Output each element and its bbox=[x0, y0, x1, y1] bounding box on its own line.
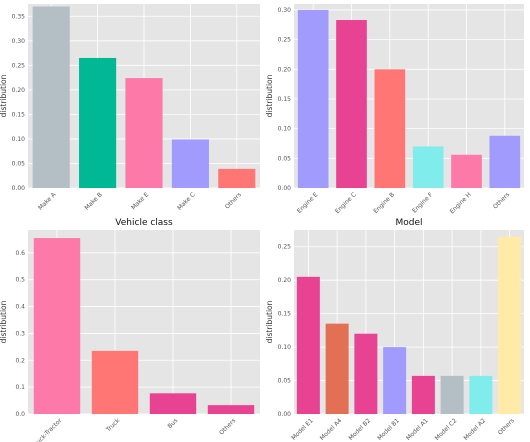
x-tick-label: Engine B bbox=[372, 191, 396, 215]
y-tick-label: 0.05 bbox=[278, 155, 292, 162]
y-tick-label: 0.3 bbox=[15, 330, 25, 337]
y-tick-label: 0.10 bbox=[278, 344, 292, 351]
bar-bus bbox=[149, 393, 197, 414]
subplot-4: 0.00 0.05 0.10 0.15 0.20 0.25 Model E1 Model A4… bbox=[265, 218, 524, 442]
y-tick-label: 0.05 bbox=[278, 378, 292, 385]
x-tick-label: Model A1 bbox=[405, 417, 430, 442]
x-tick-label: Engine H bbox=[449, 191, 473, 215]
y-tick-label: 0.35 bbox=[12, 13, 26, 20]
bar-model-c2 bbox=[440, 375, 464, 414]
y-tick-label: 0.00 bbox=[278, 185, 292, 192]
subplot-title: Vehicle class bbox=[115, 218, 173, 228]
bar-others bbox=[207, 405, 255, 414]
x-tick-label: Engine F bbox=[411, 191, 435, 215]
y-tick-label: 0.00 bbox=[12, 185, 26, 192]
x-tick-label: Model A4 bbox=[319, 417, 344, 442]
x-tick-label: Engine E bbox=[296, 191, 320, 215]
bar-engine-e bbox=[297, 9, 329, 188]
y-tick-label: 0.15 bbox=[278, 311, 292, 318]
y-axis-label: distribution bbox=[265, 74, 274, 117]
x-tick-label: Truck-Tractor bbox=[31, 417, 64, 442]
x-tick-label: Truck bbox=[104, 417, 121, 434]
y-tick-label: 0.5 bbox=[15, 277, 25, 284]
y-tick-label: 0.1 bbox=[15, 384, 25, 391]
x-tick-label: Make E bbox=[130, 191, 150, 211]
x-tick-label: Others bbox=[218, 417, 237, 436]
bar-truck bbox=[91, 350, 139, 414]
subplot-2: 0.00 0.05 0.10 0.15 0.20 0.25 0.30 Engine E Engi… bbox=[265, 4, 524, 215]
y-tick-label: 0.25 bbox=[12, 62, 26, 69]
bar-make-c bbox=[171, 139, 209, 188]
y-tick-label: 0.4 bbox=[15, 304, 25, 311]
bar-truck-tractor bbox=[33, 238, 81, 414]
x-tick-label: Model B1 bbox=[376, 417, 401, 442]
bar-model-b1 bbox=[383, 347, 407, 414]
x-tick-label: Make A bbox=[37, 191, 58, 212]
subplot-3: 0.0 0.1 0.2 0.3 0.4 0.5 0.6 Truck-Tractor Truck B… bbox=[0, 218, 260, 442]
y-tick-label: 0.10 bbox=[12, 136, 26, 143]
x-tick-label: Model B2 bbox=[347, 417, 372, 442]
x-tick-label: Others bbox=[224, 191, 243, 210]
y-tick-label: 0.30 bbox=[12, 38, 26, 45]
bar-others bbox=[218, 168, 256, 188]
y-tick-label: 0.15 bbox=[278, 96, 292, 103]
bar-make-e bbox=[125, 78, 163, 188]
bar-others bbox=[498, 236, 522, 414]
y-tick-label: 0.15 bbox=[12, 111, 26, 118]
bar-model-a2 bbox=[469, 375, 493, 414]
x-tick-label: Engine C bbox=[334, 191, 358, 215]
x-tick-label: Model C2 bbox=[434, 417, 459, 442]
y-tick-label: 0.20 bbox=[12, 87, 26, 94]
y-tick-label: 0.20 bbox=[278, 277, 292, 284]
bar-others bbox=[489, 135, 521, 188]
bar-make-b bbox=[79, 57, 117, 189]
x-tick-label: Bus bbox=[166, 417, 179, 430]
x-tick-label: Model A2 bbox=[462, 417, 487, 442]
bar-engine-h bbox=[451, 154, 482, 188]
plot-background bbox=[294, 4, 524, 188]
y-tick-label: 0.6 bbox=[15, 250, 25, 257]
y-tick-label: 0.20 bbox=[278, 66, 292, 73]
bar-make-a bbox=[32, 6, 70, 188]
bar-model-a1 bbox=[411, 375, 435, 414]
x-tick-label: Model E1 bbox=[290, 417, 315, 442]
y-tick-label: 0.05 bbox=[12, 160, 26, 167]
y-tick-label: 0.2 bbox=[15, 357, 25, 364]
bar-model-e1 bbox=[296, 276, 320, 414]
bar-model-a4 bbox=[325, 323, 349, 414]
x-tick-label: Others bbox=[492, 191, 511, 210]
x-tick-label: Others bbox=[497, 417, 516, 436]
bar-engine-c bbox=[336, 20, 367, 189]
x-tick-label: Make C bbox=[176, 191, 196, 211]
y-axis-label: distribution bbox=[0, 74, 8, 117]
y-axis-label: distribution bbox=[265, 300, 274, 343]
bar-model-b2 bbox=[354, 333, 378, 414]
y-tick-label: 0.25 bbox=[278, 37, 292, 44]
y-tick-label: 0.0 bbox=[15, 411, 25, 418]
bar-engine-b bbox=[374, 69, 406, 188]
y-axis-label: distribution bbox=[0, 300, 8, 343]
y-tick-label: 0.10 bbox=[278, 126, 292, 133]
x-tick-label: Make B bbox=[83, 191, 103, 211]
y-tick-label: 0.00 bbox=[278, 411, 292, 418]
subplot-1: 0.00 0.05 0.10 0.15 0.20 0.25 0.30 0.35 Make A Ma… bbox=[0, 4, 260, 212]
bar-engine-f bbox=[412, 146, 444, 188]
subplot-title: Model bbox=[395, 218, 422, 228]
y-tick-label: 0.25 bbox=[278, 244, 292, 251]
y-tick-label: 0.30 bbox=[278, 7, 292, 14]
